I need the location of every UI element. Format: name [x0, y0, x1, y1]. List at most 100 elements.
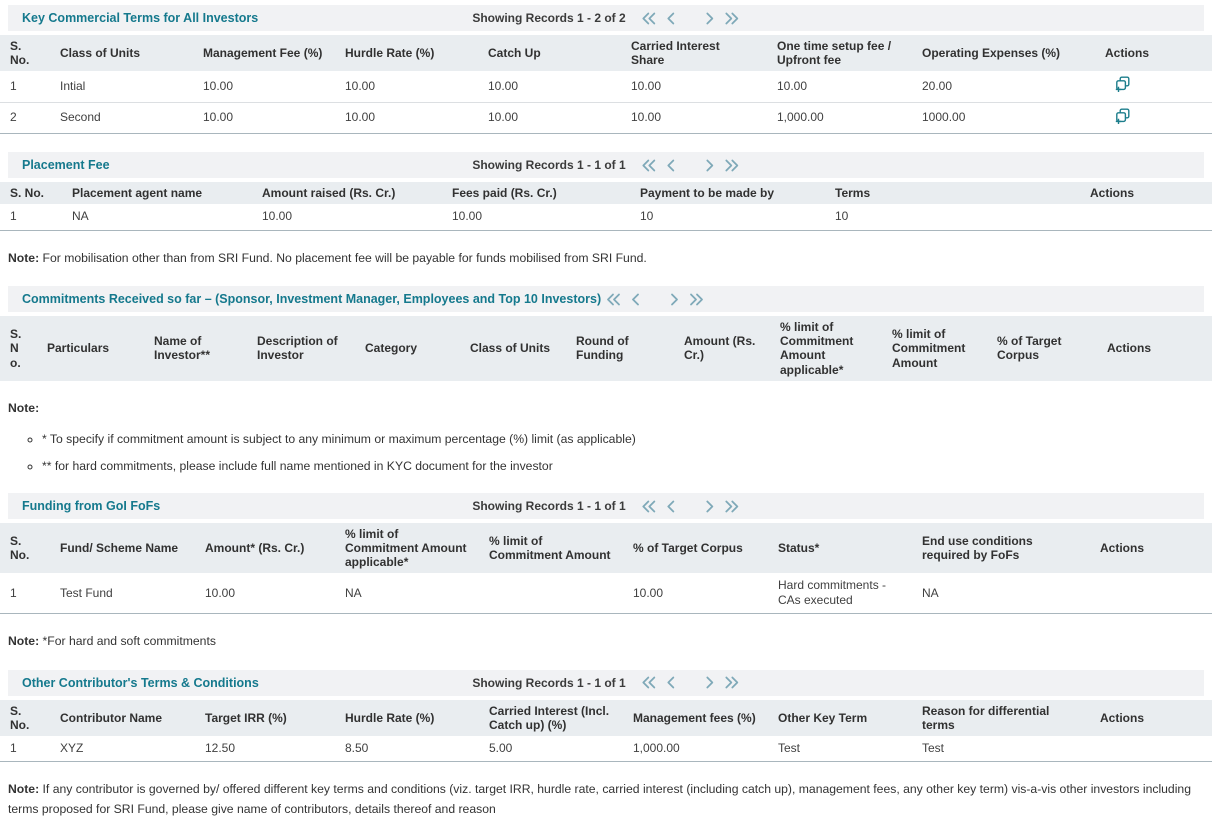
- prev-page-button[interactable]: [667, 159, 676, 172]
- section-title-bar: Placement Fee Showing Records 1 - 1 of 1: [8, 152, 1204, 179]
- table-cell: 10: [825, 204, 1080, 231]
- double-chevron-left-icon: [607, 293, 620, 306]
- table-cell: 10.00: [335, 102, 478, 135]
- column-header: % limit of Commitment Amount: [892, 327, 966, 370]
- column-header: Management fees (%): [633, 710, 756, 725]
- table-cell: NA: [912, 573, 1090, 615]
- note-bullet-item: ** for hard commitments, please include …: [42, 459, 1212, 475]
- double-chevron-right-icon: [690, 293, 703, 306]
- note-label: Note:: [8, 250, 40, 265]
- chevron-right-icon: [671, 293, 678, 306]
- double-chevron-left-icon: [642, 676, 656, 689]
- duplicate-record-icon: [1115, 76, 1130, 93]
- records-table: S. No. Particulars Name of Investor** Descr…: [0, 316, 1212, 381]
- showing-records-label: Showing Records 1 - 1 of 1: [472, 499, 626, 514]
- last-page-button[interactable]: [725, 12, 740, 25]
- table-row: 1 NA 10.00 10.00 10 10: [0, 204, 1212, 231]
- column-header: Amount raised (Rs. Cr.): [262, 186, 396, 201]
- prev-page-button[interactable]: [667, 500, 676, 513]
- table-cell: 12.50: [195, 736, 335, 763]
- table-cell: 5.00: [479, 736, 623, 763]
- table-header-row: S. No. Contributor Name Target IRR (%) Hurd…: [0, 699, 1212, 737]
- note-text: *For hard and soft commitments: [39, 634, 216, 649]
- next-page-button[interactable]: [706, 500, 715, 513]
- table-cell: 2: [0, 102, 50, 135]
- section-2: Commitments Received so far – (Sponsor, …: [0, 286, 1212, 475]
- table-cell: 1: [0, 71, 50, 103]
- column-header: One time setup fee / Upfront fee: [777, 39, 892, 68]
- table-cell: 10.00: [623, 573, 768, 615]
- column-header: % limit of Commitment Amount applicable*: [780, 320, 854, 377]
- column-header: Other Key Term: [778, 710, 868, 725]
- section-4: Other Contributor's Terms & Conditions S…: [0, 669, 1212, 820]
- next-page-button[interactable]: [706, 159, 715, 172]
- last-page-button[interactable]: [725, 676, 740, 689]
- duplicate-record-button[interactable]: [1115, 108, 1130, 124]
- chevron-right-icon: [706, 500, 714, 512]
- section-note: Note: For mobilisation other than from S…: [8, 249, 1204, 269]
- section-title-bar: Other Contributor's Terms & Conditions S…: [8, 669, 1204, 696]
- chevron-left-icon: [667, 12, 675, 24]
- column-header: Target IRR (%): [205, 710, 287, 725]
- table-cell: 1: [0, 573, 50, 615]
- column-header: Amount* (Rs. Cr.): [205, 541, 305, 556]
- records-table: S. No. Placement agent name Amount raised …: [0, 182, 1212, 231]
- next-page-button[interactable]: [706, 12, 715, 25]
- actions-cell: [1090, 736, 1212, 763]
- section-title: Placement Fee: [22, 158, 110, 173]
- first-page-button[interactable]: [642, 159, 657, 172]
- first-page-button[interactable]: [642, 12, 657, 25]
- first-page-button[interactable]: [606, 293, 621, 306]
- table-cell: Hard commitments - CAs executed: [768, 573, 912, 615]
- note-label: Note:: [8, 400, 40, 415]
- table-row: 1 Test Fund 10.00 NA 10.00 Hard commitments -…: [0, 573, 1212, 615]
- table-cell: Test: [768, 736, 912, 763]
- next-page-button[interactable]: [670, 293, 679, 306]
- column-header: Name of Investor**: [154, 334, 211, 363]
- table-cell: 10.00: [252, 204, 442, 231]
- column-header: Actions: [1105, 46, 1150, 61]
- showing-records-label: Showing Records 1 - 1 of 1: [472, 158, 626, 173]
- duplicate-record-icon: [1115, 108, 1130, 124]
- table-cell: 10.00: [193, 102, 335, 135]
- column-header: % of Target Corpus: [997, 334, 1062, 363]
- column-header: Actions: [1107, 341, 1152, 356]
- table-cell: NA: [62, 204, 252, 231]
- column-header: % of Target Corpus: [633, 541, 743, 556]
- section-title-bar: Funding from GoI FoFs Showing Records 1 …: [8, 493, 1204, 520]
- section-title: Commitments Received so far – (Sponsor, …: [22, 292, 602, 307]
- column-header: Amount (Rs. Cr.): [684, 334, 756, 363]
- column-header: Terms: [835, 186, 871, 201]
- section-title-bar: Commitments Received so far – (Sponsor, …: [8, 286, 1204, 313]
- pagination-controls: Showing Records 1 - 2 of 2: [472, 11, 739, 25]
- double-chevron-left-icon: [642, 12, 656, 24]
- last-page-button[interactable]: [725, 500, 740, 513]
- first-page-button[interactable]: [642, 500, 657, 513]
- duplicate-record-button[interactable]: [1115, 76, 1130, 93]
- table-cell: 1000.00: [912, 102, 1095, 135]
- column-header: Catch Up: [488, 46, 541, 61]
- double-chevron-left-icon: [642, 159, 656, 171]
- last-page-button[interactable]: [725, 159, 740, 172]
- prev-page-button[interactable]: [667, 676, 676, 689]
- next-page-button[interactable]: [706, 676, 715, 689]
- note-bullet-list: * To specify if commitment amount is sub…: [0, 432, 1212, 475]
- prev-page-button[interactable]: [631, 293, 640, 306]
- column-header: Reason for differential terms: [922, 703, 1050, 732]
- last-page-button[interactable]: [689, 293, 704, 306]
- note-text: For mobilisation other than from SRI Fun…: [39, 250, 647, 265]
- prev-page-button[interactable]: [667, 12, 676, 25]
- table-row: 2 Second 10.00 10.00 10.00 10.00 1,000.00 1000.…: [0, 102, 1212, 135]
- column-header: % limit of Commitment Amount: [489, 534, 611, 563]
- double-chevron-right-icon: [725, 159, 739, 171]
- table-cell: 20.00: [912, 71, 1095, 103]
- column-header: S. No.: [10, 39, 30, 68]
- showing-records-label: Showing Records 1 - 1 of 1: [472, 675, 626, 690]
- section-title: Funding from GoI FoFs: [22, 499, 161, 514]
- column-header: Particulars: [47, 341, 110, 356]
- column-header: Carried Interest Share: [631, 39, 720, 68]
- table-cell: 10.00: [335, 71, 478, 103]
- first-page-button[interactable]: [642, 676, 657, 689]
- column-header: Fees paid (Rs. Cr.): [452, 186, 557, 201]
- column-header: Class of Units: [60, 46, 141, 61]
